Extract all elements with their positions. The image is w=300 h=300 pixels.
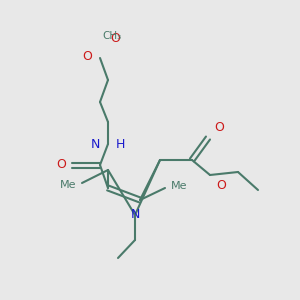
Text: CH₃: CH₃ [102,31,121,41]
Text: Me: Me [171,181,188,191]
Text: H: H [116,137,125,151]
Text: O: O [56,158,66,172]
Text: Me: Me [59,180,76,190]
Text: O: O [214,121,224,134]
Text: O: O [110,32,120,44]
Text: O: O [82,50,92,62]
Text: O: O [216,179,226,192]
Text: N: N [91,137,100,151]
Text: N: N [130,208,140,221]
